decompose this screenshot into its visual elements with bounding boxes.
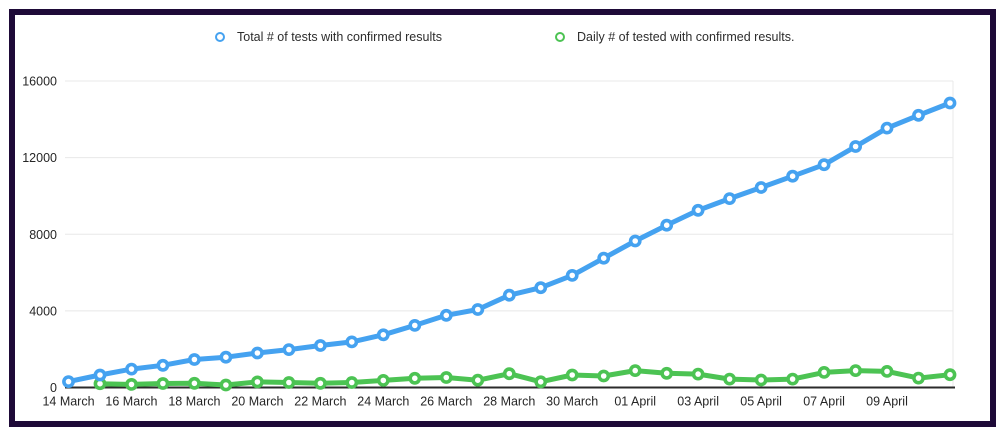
series-daily [93, 364, 957, 392]
x-tick-label: 05 April [740, 395, 782, 409]
data-point-marker [250, 346, 264, 360]
data-point-marker [565, 268, 579, 282]
data-point-marker [282, 343, 296, 356]
legend-item-daily[interactable]: Daily # of tested with confirmed results… [555, 30, 794, 44]
data-point-marker [786, 169, 799, 183]
y-tick-label: 4000 [29, 304, 57, 318]
y-tick-label: 8000 [29, 228, 57, 242]
data-point-marker [93, 368, 107, 382]
data-point-marker [849, 364, 862, 377]
data-point-marker [313, 376, 327, 390]
data-point-marker [313, 339, 327, 352]
data-point-marker [880, 121, 894, 135]
data-point-marker [754, 181, 768, 194]
y-axis-tick-labels: 0 4000 8000 12000 16000 [22, 75, 57, 396]
legend-item-total[interactable]: Total # of tests with confirmed results [215, 30, 442, 44]
x-tick-label: 07 April [803, 395, 845, 409]
x-tick-label: 22 March [294, 395, 346, 409]
data-point-marker [691, 367, 705, 381]
data-point-marker [943, 368, 957, 382]
x-tick-label: 03 April [677, 395, 719, 409]
data-point-marker [660, 366, 674, 380]
data-point-marker [534, 281, 548, 295]
series-total [62, 96, 957, 388]
legend-label-daily: Daily # of tested with confirmed results… [577, 30, 795, 44]
data-point-marker [376, 328, 390, 342]
data-point-marker [817, 158, 831, 172]
data-point-marker [125, 362, 138, 376]
data-point-marker [912, 371, 925, 385]
data-point-marker [439, 371, 453, 384]
x-tick-label: 26 March [420, 395, 472, 409]
data-point-marker [849, 140, 862, 153]
data-point-marker [502, 288, 516, 302]
data-point-marker [723, 192, 736, 205]
x-tick-label: 30 March [546, 395, 598, 409]
data-point-marker [912, 108, 925, 122]
data-point-marker [156, 377, 170, 390]
data-point-marker [817, 365, 831, 379]
gridlines [65, 80, 954, 388]
data-point-marker [660, 218, 674, 232]
data-point-marker [345, 376, 359, 389]
data-point-marker [723, 372, 736, 386]
x-tick-label: 24 March [357, 395, 409, 409]
data-point-marker [565, 368, 579, 382]
data-point-marker [187, 376, 201, 390]
data-point-marker [345, 335, 359, 349]
legend-label-total: Total # of tests with confirmed results [237, 30, 442, 44]
data-point-marker [250, 375, 264, 389]
legend: Total # of tests with confirmed results … [0, 30, 1005, 48]
data-point-marker [219, 378, 233, 392]
data-point-marker [187, 353, 201, 366]
x-tick-label: 01 April [614, 395, 656, 409]
data-point-marker [880, 364, 894, 378]
x-tick-label: 09 April [866, 395, 908, 409]
data-point-marker [62, 375, 75, 388]
data-point-marker [156, 358, 170, 372]
data-point-marker [754, 373, 768, 387]
y-tick-label: 16000 [22, 75, 57, 89]
data-point-marker [943, 96, 957, 110]
data-point-marker [597, 369, 611, 383]
x-tick-label: 20 March [231, 395, 283, 409]
y-tick-label: 12000 [22, 151, 57, 165]
data-point-marker [219, 350, 233, 364]
data-point-marker [439, 308, 453, 322]
x-tick-label: 28 March [483, 395, 535, 409]
data-point-marker [408, 318, 422, 332]
data-point-marker [376, 373, 390, 387]
data-point-marker [471, 373, 485, 387]
x-tick-label: 14 March [42, 395, 94, 409]
daily-series-marker-icon [555, 32, 565, 42]
x-tick-label: 16 March [105, 395, 157, 409]
x-tick-label: 18 March [168, 395, 220, 409]
data-point-marker [786, 372, 799, 386]
total-series-marker-icon [215, 32, 225, 42]
data-point-marker [282, 376, 296, 389]
data-point-marker [628, 364, 642, 377]
data-point-marker [471, 303, 485, 316]
data-point-marker [691, 203, 705, 217]
data-point-marker [125, 377, 138, 391]
data-point-marker [597, 251, 611, 265]
y-tick-label: 0 [50, 381, 57, 395]
x-axis-tick-labels: 14 March 16 March 18 March 20 March 22 March… [42, 395, 907, 409]
data-point-marker [628, 234, 642, 248]
data-point-marker [534, 375, 548, 389]
data-point-marker [502, 367, 516, 381]
data-point-marker [408, 371, 422, 385]
